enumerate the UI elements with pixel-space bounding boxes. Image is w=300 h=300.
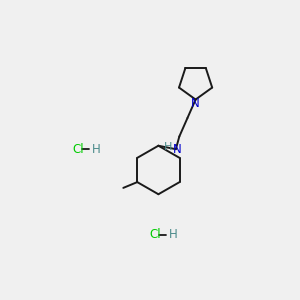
Text: N: N: [191, 97, 200, 110]
Text: N: N: [173, 143, 182, 156]
Text: Cl: Cl: [72, 143, 84, 156]
Text: Cl: Cl: [149, 228, 161, 241]
Text: H: H: [92, 143, 101, 156]
Text: H: H: [169, 228, 178, 241]
Text: H: H: [164, 142, 172, 152]
